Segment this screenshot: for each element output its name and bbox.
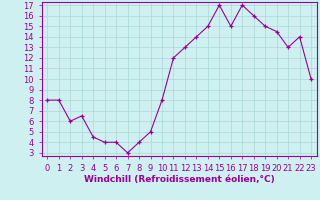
X-axis label: Windchill (Refroidissement éolien,°C): Windchill (Refroidissement éolien,°C) xyxy=(84,175,275,184)
